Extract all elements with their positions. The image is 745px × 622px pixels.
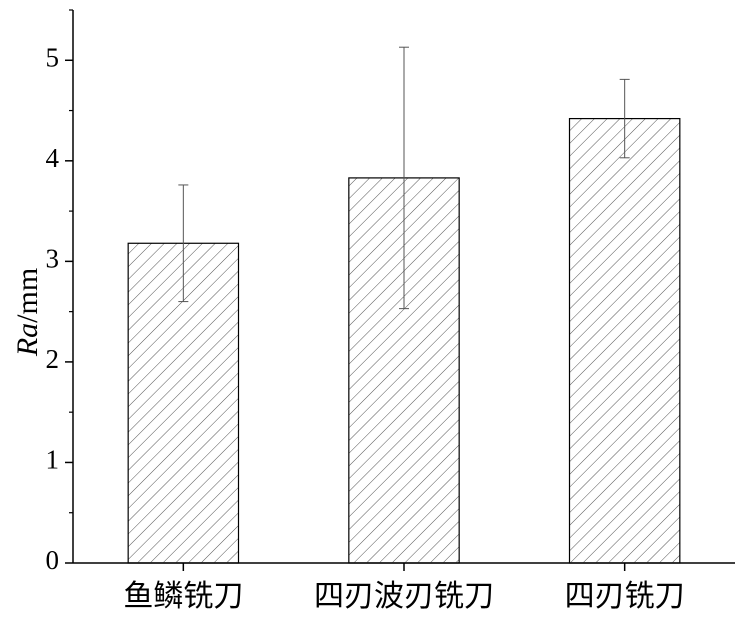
y-tick-label: 3 bbox=[46, 244, 60, 274]
x-tick-label: 四刃铣刀 bbox=[565, 580, 685, 613]
y-label-unit: /mm bbox=[11, 268, 44, 323]
y-tick-label: 5 bbox=[46, 42, 60, 72]
x-tick-label: 四刃波刃铣刀 bbox=[314, 580, 494, 613]
bar bbox=[568, 117, 681, 564]
x-tick-label: 鱼鳞铣刀 bbox=[123, 580, 243, 613]
y-tick-label: 2 bbox=[46, 344, 60, 374]
y-label-symbol: Ra bbox=[11, 323, 44, 357]
y-tick-label: 1 bbox=[46, 445, 60, 475]
y-tick-label: 0 bbox=[46, 545, 60, 575]
y-axis-label: Ra/mm bbox=[11, 268, 44, 357]
y-tick-label: 4 bbox=[46, 143, 60, 173]
